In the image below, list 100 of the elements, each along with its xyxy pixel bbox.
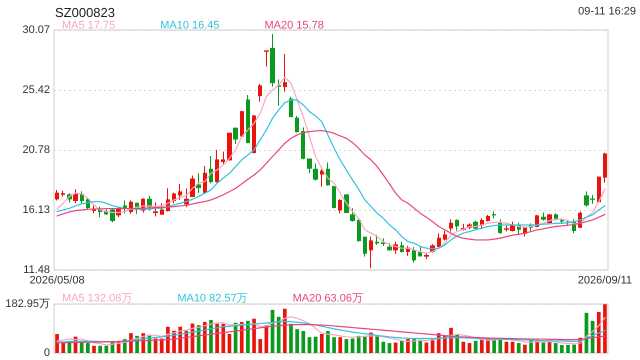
x-tick-label: 2026/09/11 [578, 274, 632, 286]
candlestick [221, 151, 225, 166]
line-series [56, 316, 606, 346]
bar [406, 339, 410, 353]
candlestick [498, 218, 502, 234]
candlestick [227, 132, 232, 162]
candlestick [160, 202, 164, 215]
x-tick-label: 2026/05/08 [30, 274, 85, 286]
candlestick [486, 214, 490, 222]
bar [301, 331, 306, 353]
candlestick [110, 208, 115, 223]
candlestick [301, 126, 305, 160]
candlestick [233, 126, 238, 144]
candlestick [215, 149, 219, 184]
candlestick [209, 156, 213, 184]
bar [548, 342, 552, 353]
candlestick [387, 242, 392, 252]
bar [394, 342, 398, 353]
bar [270, 310, 274, 353]
candlestick [258, 83, 262, 102]
candlestick [332, 185, 336, 209]
bar [295, 329, 299, 353]
bar [80, 342, 84, 353]
candlestick [283, 54, 287, 92]
candlestick [412, 246, 416, 264]
bar [252, 318, 256, 353]
bar [566, 344, 570, 353]
bar [462, 342, 466, 353]
bar [320, 334, 324, 353]
y-tick-label: 30.07 [22, 24, 50, 36]
bar [388, 343, 392, 353]
candlestick [603, 152, 607, 184]
bar [92, 346, 96, 353]
candlestick [363, 236, 367, 258]
series-label: MA20 63.06万 [292, 292, 363, 304]
candlestick [320, 168, 324, 188]
bar [289, 324, 293, 353]
candlestick [277, 78, 281, 106]
y-tick-label: 20.78 [22, 144, 50, 156]
candlestick [55, 189, 59, 202]
bar [228, 334, 232, 353]
bar [516, 343, 521, 353]
candlestick [560, 218, 564, 224]
bar [468, 343, 472, 353]
candlestick [541, 212, 546, 222]
candlestick [190, 175, 195, 198]
candlestick [455, 218, 459, 231]
candlestick [178, 183, 182, 200]
candlestick [264, 50, 269, 68]
bar [350, 338, 354, 353]
candlestick [61, 190, 65, 198]
bar [560, 344, 564, 353]
bar [510, 342, 514, 353]
chart-title: SZ000823 [55, 5, 115, 20]
bar [381, 342, 386, 353]
candlestick [350, 208, 355, 222]
line-series [56, 76, 606, 254]
line-series [56, 99, 606, 250]
line-series [56, 324, 606, 344]
candlestick [381, 238, 385, 246]
bar [572, 344, 576, 353]
bar [258, 339, 262, 353]
text: MA5 132.08万 [62, 292, 132, 304]
line-series [56, 130, 606, 241]
bar [603, 304, 607, 353]
candlestick [246, 94, 250, 144]
bar [504, 342, 508, 353]
bar [542, 342, 546, 353]
text: MA10 16.45 [160, 20, 220, 32]
candlestick [313, 162, 318, 182]
y-tick-label: 11.48 [23, 264, 50, 276]
candlestick [240, 110, 244, 138]
y-tick-label: 25.42 [22, 84, 50, 96]
candlestick [369, 236, 373, 269]
bar [554, 343, 558, 353]
candlestick [357, 218, 361, 242]
candlestick [437, 232, 441, 248]
series-label: MA10 82.57万 [177, 292, 248, 304]
candlestick [338, 198, 342, 214]
bar [375, 336, 380, 353]
y-tick-label: 182.95万 [5, 298, 50, 310]
bar [424, 342, 428, 353]
candlestick [424, 252, 429, 260]
bar [86, 343, 90, 353]
candlestick [449, 218, 453, 232]
candlestick [289, 96, 293, 118]
text: MA5 17.75 [62, 20, 116, 32]
y-tick-label: 16.13 [22, 204, 50, 216]
candlestick [203, 165, 207, 194]
bar [474, 340, 478, 353]
candlestick [196, 172, 201, 194]
candlestick [597, 176, 601, 202]
text: MA20 15.78 [264, 20, 324, 32]
bar [314, 336, 318, 353]
bar [326, 331, 330, 353]
bar [400, 340, 404, 353]
bar [584, 312, 588, 353]
bar [338, 337, 342, 353]
candlestick [73, 188, 78, 204]
y-tick-label: 0 [44, 347, 50, 359]
